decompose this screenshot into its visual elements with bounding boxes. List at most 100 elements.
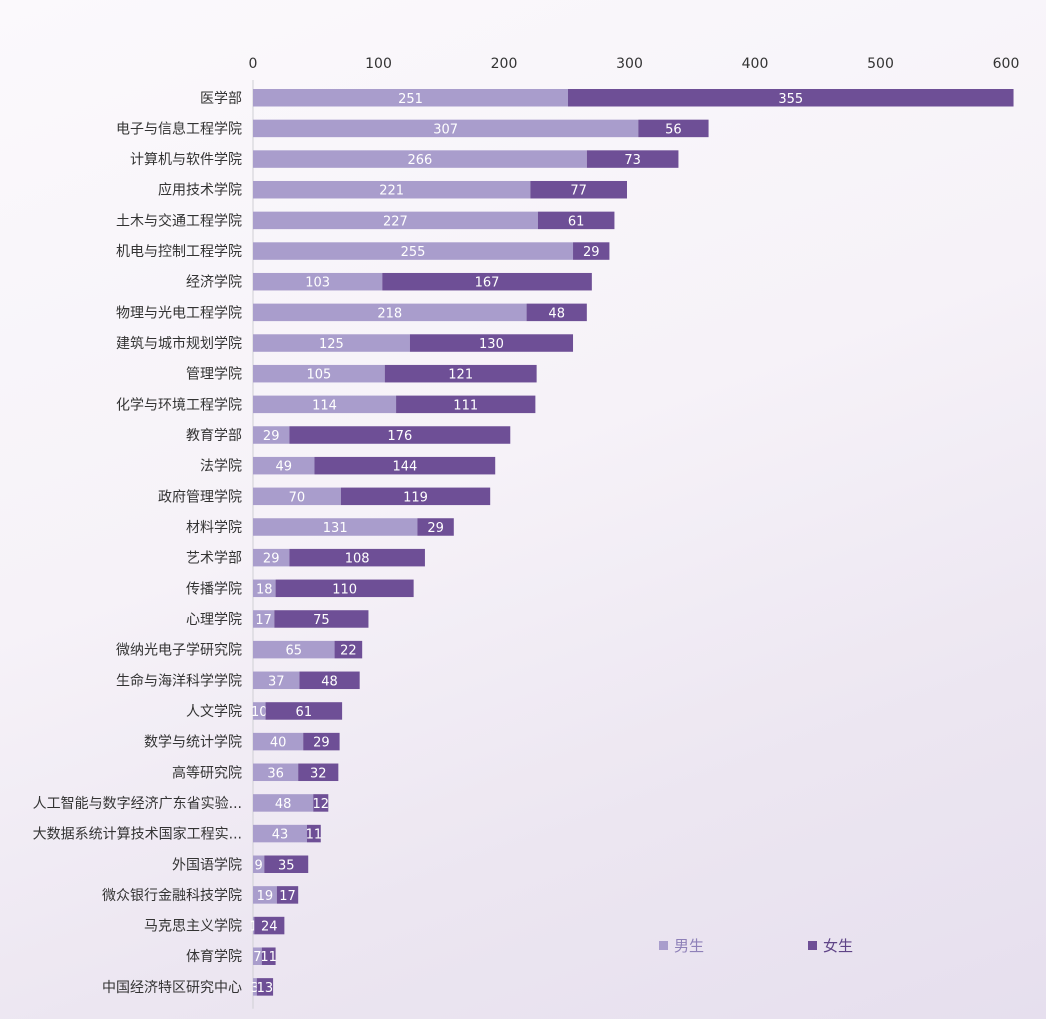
x-tick-label: 500: [867, 56, 894, 72]
legend-swatch-male: [659, 941, 668, 950]
value-label: 70: [289, 490, 306, 505]
value-label: 7: [253, 950, 261, 965]
value-label: 29: [427, 521, 444, 536]
value-label: 221: [379, 184, 404, 199]
value-label: 11: [306, 828, 323, 843]
bar-segment-female: [638, 119, 709, 138]
value-label: 218: [377, 306, 402, 321]
value-label: 17: [255, 613, 272, 628]
category-label: 经济学院: [186, 275, 242, 291]
bar-segment-male: [253, 702, 266, 720]
category-label: 中国经济特区研究中心: [102, 980, 242, 996]
category-label: 体育学院: [186, 949, 242, 965]
category-label: 教育学部: [186, 428, 242, 444]
value-label: 10: [251, 705, 268, 720]
value-label: 255: [401, 245, 426, 260]
value-label: 167: [475, 276, 500, 291]
value-label: 227: [383, 214, 408, 229]
bar-segment-male: [253, 303, 527, 322]
bar-segment-female: [382, 272, 592, 291]
value-label: 108: [345, 552, 370, 567]
bar-segment-female: [275, 579, 414, 598]
category-label: 微纳光电子学研究院: [116, 643, 242, 659]
value-label: 105: [306, 368, 331, 383]
bar-segment-male: [253, 518, 418, 536]
bar-segment-female: [530, 180, 627, 199]
category-label: 政府管理学院: [158, 489, 242, 505]
bar-segment-female: [264, 855, 309, 873]
category-label: 化学与环境工程学院: [116, 397, 242, 413]
bar-segment-female: [526, 303, 587, 322]
category-label: 大数据系统计算技术国家工程实...: [33, 826, 242, 843]
bar-segment-female: [340, 487, 491, 506]
category-label: 外国语学院: [172, 857, 242, 873]
bar-segment-male: [253, 794, 314, 812]
category-label: 医学部: [200, 91, 242, 107]
x-tick-label: 300: [616, 56, 643, 72]
bar-segment-male: [253, 671, 300, 690]
bar-segment-female: [384, 364, 537, 383]
bar-segment-female: [334, 640, 363, 659]
value-label: 75: [313, 613, 330, 628]
value-label: 24: [261, 920, 278, 935]
value-label: 49: [275, 460, 292, 475]
value-label: 266: [408, 153, 433, 168]
value-label: 36: [267, 766, 284, 781]
bar-segment-male: [253, 180, 531, 199]
category-label: 数学与统计学院: [144, 735, 242, 751]
category-label: 机电与控制工程学院: [116, 244, 242, 260]
category-label: 管理学院: [186, 367, 242, 383]
bar-segment-male: [253, 334, 410, 352]
category-label: 土木与交通工程学院: [116, 212, 242, 229]
value-label: 130: [479, 337, 504, 352]
category-label: 心理学院: [186, 612, 242, 628]
value-label: 17: [279, 889, 296, 904]
value-label: 12: [312, 797, 329, 812]
value-label: 29: [263, 429, 280, 444]
category-label: 建筑与城市规划学院: [116, 335, 242, 352]
bar-segment-male: [253, 640, 335, 659]
bar-segment-female: [299, 671, 360, 690]
value-label: 73: [624, 153, 641, 168]
value-label: 61: [568, 214, 585, 229]
value-label: 1: [249, 920, 257, 935]
bar-segment-female: [314, 456, 496, 475]
bar-segment-male: [253, 456, 315, 475]
bar-segment-female: [276, 886, 299, 904]
value-label: 48: [548, 306, 565, 321]
bar-segment-male: [253, 947, 262, 965]
bar-segment-female: [306, 824, 321, 843]
value-label: 56: [665, 122, 682, 137]
bar-segment-male: [253, 855, 265, 873]
bar-segment-female: [254, 916, 285, 935]
bar-segment-female: [256, 978, 274, 996]
bar-segment-male: [253, 610, 275, 628]
bar-segment-female: [265, 702, 343, 720]
category-label: 人工智能与数字经济广东省实验...: [33, 796, 242, 812]
category-label: 材料学院: [186, 520, 242, 536]
bar-segment-female: [409, 334, 574, 352]
bar-segment-male: [253, 548, 290, 567]
bar-segment-male: [253, 487, 341, 506]
legend: 男生 女生: [659, 937, 853, 955]
bar-segment-male: [253, 763, 299, 782]
category-label: 应用技术学院: [158, 182, 242, 199]
bar-segment-male: [253, 732, 304, 751]
value-label: 22: [340, 644, 357, 659]
value-label: 355: [778, 92, 803, 107]
category-label: 人文学院: [186, 704, 242, 720]
bar-segment-female: [303, 732, 340, 751]
value-label: 307: [433, 122, 458, 137]
value-label: 110: [332, 582, 357, 597]
value-label: 35: [278, 858, 295, 873]
value-label: 43: [272, 828, 289, 843]
category-label: 计算机与软件学院: [130, 152, 242, 168]
category-label: 传播学院: [186, 581, 242, 597]
bar-segment-male: [253, 89, 569, 107]
value-label: 29: [313, 736, 330, 751]
value-label: 114: [312, 398, 337, 413]
value-label: 125: [319, 337, 344, 352]
bar-segment-male: [253, 242, 574, 260]
